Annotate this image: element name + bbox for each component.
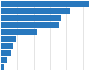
Bar	[1, 22, 59, 28]
Bar	[1, 15, 61, 21]
Bar	[1, 64, 4, 70]
Bar	[1, 29, 37, 35]
Bar	[1, 1, 89, 7]
Bar	[1, 8, 70, 14]
Bar	[1, 43, 13, 49]
Bar	[1, 36, 16, 42]
Bar	[1, 57, 7, 63]
Bar	[1, 50, 11, 56]
